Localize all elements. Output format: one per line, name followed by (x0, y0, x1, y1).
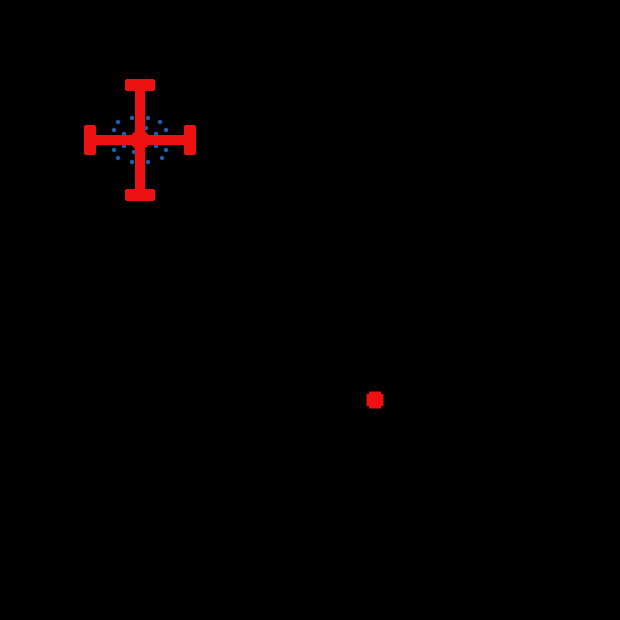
outlier-point (369, 394, 381, 406)
scatter-svg (0, 0, 620, 620)
scatter-plot (0, 0, 620, 620)
